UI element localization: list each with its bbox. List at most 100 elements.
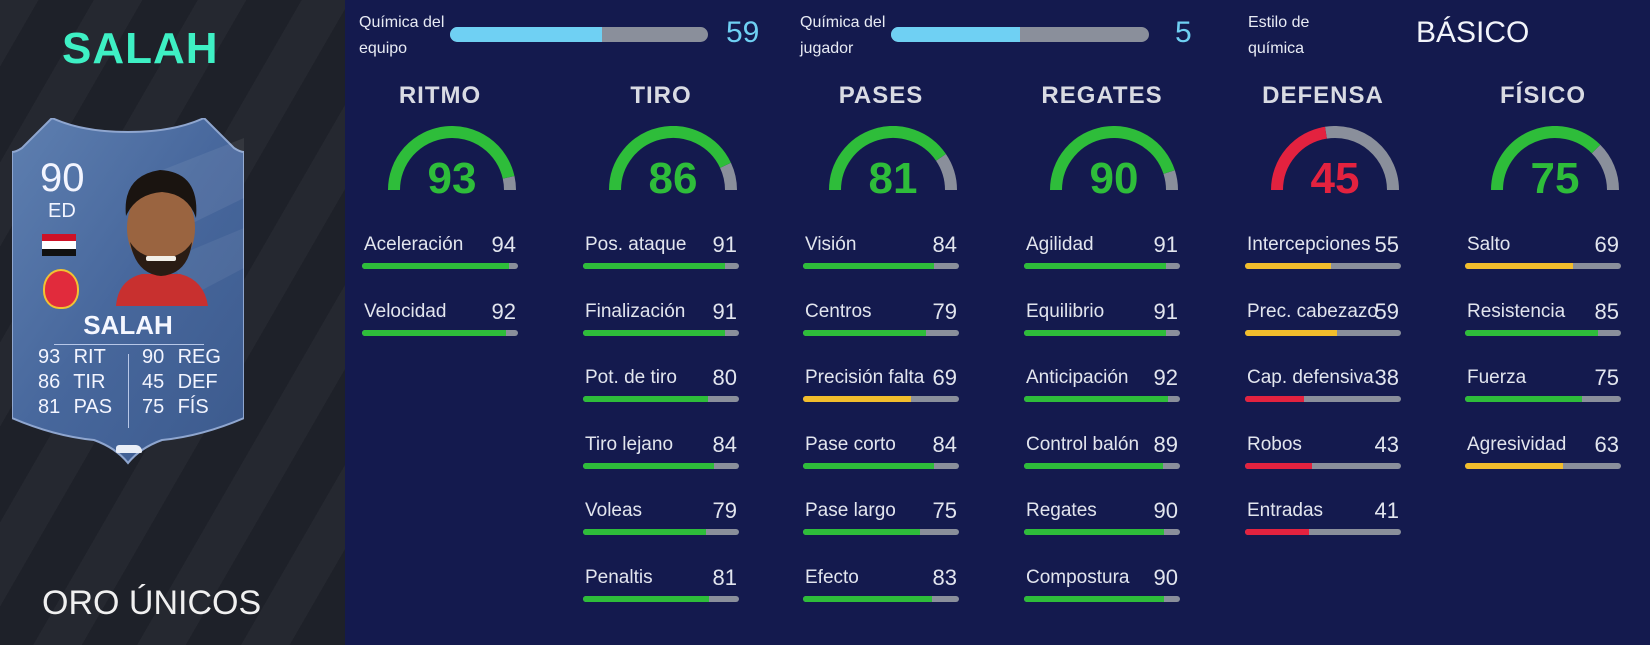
stat-bar-fill — [1465, 263, 1573, 269]
stat-value: 84 — [932, 232, 957, 257]
stat-value: 91 — [712, 232, 737, 257]
stat-value: 75 — [1594, 365, 1619, 390]
stat-bar — [1465, 462, 1621, 469]
stat-bar — [803, 329, 959, 336]
stat-row: Velocidad 92 — [362, 298, 518, 341]
stat-row: Precisión falta 69 — [803, 365, 959, 407]
stat-value: 63 — [1594, 431, 1619, 457]
stat-value: 89 — [1153, 431, 1178, 457]
player-chemistry-bar — [891, 27, 1149, 42]
gauge-track — [719, 162, 737, 191]
stat-bar-fill — [583, 529, 707, 535]
player-name-heading: SALAH — [62, 24, 219, 73]
chemistry-style-value[interactable]: BÁSICO — [1416, 16, 1530, 49]
stat-bar — [1245, 329, 1401, 336]
chemistry-style-label: Estilo de química — [1248, 14, 1310, 57]
stat-label: Penaltis — [585, 566, 653, 588]
card-player-name: SALAH — [83, 310, 173, 340]
stat-bar — [583, 595, 739, 602]
stat-label: Voleas — [585, 500, 643, 521]
stat-label: Agilidad — [1026, 234, 1094, 255]
card-stat-def: 45 DEF — [142, 371, 218, 393]
team-chemistry-bar — [450, 27, 708, 42]
stat-bar — [583, 529, 739, 535]
stat-bar — [1245, 263, 1401, 269]
stat-bar — [803, 396, 959, 402]
gauge-fill — [388, 126, 515, 191]
stat-bar-fill — [1465, 396, 1582, 402]
stat-row: Agilidad 91 — [1024, 232, 1180, 274]
stat-bar-fill — [1245, 529, 1309, 535]
stat-row: Tiro lejano 84 — [583, 432, 739, 474]
stat-row: Penaltis 81 — [583, 564, 739, 607]
stat-bar — [1024, 329, 1180, 336]
stat-bar-fill — [1024, 595, 1165, 602]
stat-label: Prec. cabezazo — [1247, 300, 1378, 322]
card-rating: 90 — [40, 156, 85, 200]
stat-label: Pase largo — [805, 500, 896, 521]
stat-value: 43 — [1374, 431, 1399, 457]
boot-icon — [116, 445, 142, 453]
stat-label: Regates — [1026, 500, 1097, 521]
stat-value: 41 — [1374, 498, 1399, 523]
rating-gauge — [1491, 126, 1619, 191]
stat-value: 75 — [932, 498, 957, 523]
stat-value: 38 — [1374, 365, 1399, 390]
gauge-fill — [609, 126, 731, 191]
stat-bar-fill — [803, 595, 933, 602]
rating-gauge — [388, 126, 516, 191]
stat-value: 92 — [491, 298, 516, 324]
stat-value: 90 — [1153, 564, 1178, 590]
stat-label: Intercepciones — [1247, 234, 1371, 255]
stat-row: Intercepciones 55 — [1245, 232, 1401, 274]
column-rating: 86 — [648, 154, 698, 203]
stat-bar — [803, 595, 959, 602]
player-chemistry-label: Química del jugador — [800, 14, 886, 57]
stat-value: 69 — [1594, 232, 1619, 257]
stat-label: Tiro lejano — [585, 433, 674, 455]
stat-row: Pos. ataque 91 — [583, 232, 739, 274]
stat-label: Velocidad — [364, 300, 447, 322]
stat-bar-fill — [1024, 529, 1165, 535]
stat-bar-fill — [803, 462, 935, 469]
stat-bar-fill — [362, 329, 506, 336]
stat-label: Cap. defensiva — [1247, 367, 1374, 388]
stat-row: Aceleración 94 — [362, 232, 518, 274]
stat-label: Pase corto — [805, 433, 896, 455]
stat-bar-fill — [583, 329, 725, 336]
stat-value: 81 — [712, 564, 737, 590]
stat-label: Control balón — [1026, 433, 1140, 455]
stat-value: 80 — [712, 365, 737, 390]
stat-bar-fill — [803, 329, 927, 336]
player-portrait — [116, 170, 208, 306]
stat-label: Salto — [1467, 234, 1511, 255]
stat-value: 83 — [932, 564, 957, 590]
stat-label: Anticipación — [1026, 367, 1129, 388]
stat-bar-fill — [1024, 263, 1166, 269]
stat-row: Visión 84 — [803, 232, 959, 274]
stat-bar — [1245, 462, 1401, 469]
stat-value: 91 — [1153, 232, 1178, 257]
stat-value: 79 — [712, 498, 737, 523]
player-panel: SALAH 90 ED SALAH — [0, 0, 345, 645]
stat-label: Agresividad — [1467, 433, 1567, 455]
stat-row: Entradas 41 — [1245, 498, 1401, 540]
card-divider — [54, 344, 204, 345]
stat-value: 55 — [1374, 232, 1399, 257]
rating-gauge — [829, 126, 957, 191]
stat-bar — [803, 462, 959, 469]
stat-label: Visión — [805, 234, 857, 255]
gauge-fill — [1271, 126, 1328, 191]
stat-bar — [1024, 396, 1180, 402]
stat-bar — [583, 263, 739, 269]
stat-row: Equilibrio 91 — [1024, 299, 1180, 341]
stat-bar — [1245, 529, 1401, 535]
stat-bar-fill — [1024, 329, 1166, 336]
stat-bar — [1465, 263, 1621, 269]
stat-bar-fill — [1245, 396, 1305, 402]
column-rating: 90 — [1089, 154, 1139, 203]
stat-bar — [1465, 329, 1621, 336]
stat-bar-fill — [1245, 462, 1313, 469]
player-card[interactable]: 90 ED SALAH 93 RIT 86 TIR 81 PAS 90 REG … — [12, 118, 244, 481]
stat-label: Fuerza — [1467, 367, 1527, 388]
